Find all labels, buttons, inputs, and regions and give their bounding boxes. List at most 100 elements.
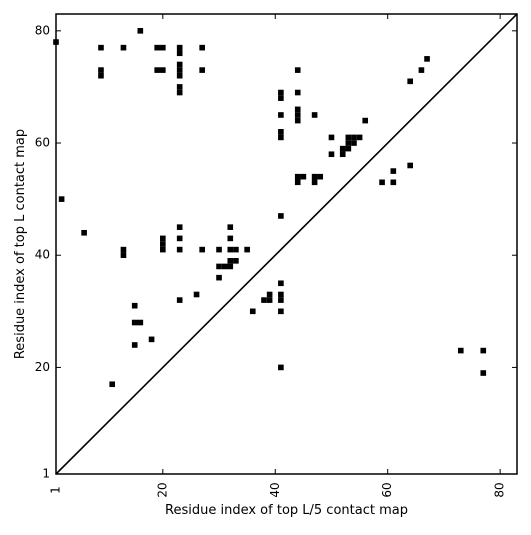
data-point	[339, 151, 346, 158]
data-point	[278, 89, 284, 96]
data-point	[407, 162, 413, 169]
data-point	[227, 235, 234, 242]
x-tick-label: 1	[49, 486, 63, 494]
data-point	[261, 297, 267, 303]
data-point	[278, 129, 284, 135]
data-point	[278, 213, 284, 219]
data-point	[266, 291, 273, 298]
data-point	[193, 291, 200, 298]
data-point	[300, 173, 307, 180]
data-point	[351, 140, 357, 146]
data-point	[176, 72, 183, 79]
data-point	[362, 117, 369, 124]
data-point	[424, 56, 430, 62]
data-point	[311, 173, 318, 180]
data-point	[227, 263, 234, 270]
data-point	[278, 112, 284, 118]
data-point	[480, 370, 487, 376]
data-point	[379, 179, 385, 186]
y-axis: 1 20 40 60 80	[35, 23, 517, 481]
data-point	[294, 67, 301, 73]
data-point	[160, 44, 166, 51]
data-point	[244, 246, 250, 253]
data-point	[278, 297, 284, 303]
data-point	[345, 134, 352, 141]
data-point	[160, 67, 166, 73]
data-point	[278, 134, 284, 141]
diagonal-line	[55, 13, 518, 475]
data-point	[294, 112, 301, 118]
data-point	[109, 381, 116, 388]
data-point	[176, 84, 183, 90]
data-point	[216, 274, 222, 281]
x-axis-title: Residue index of top L/5 contact map	[165, 503, 408, 518]
data-point	[176, 235, 183, 242]
data-point	[216, 263, 222, 270]
y-tick-label: 80	[35, 23, 50, 37]
data-point	[137, 28, 144, 34]
data-point	[160, 241, 166, 247]
x-tick-label: 40	[268, 482, 282, 497]
data-point	[233, 258, 239, 264]
data-point	[120, 246, 127, 253]
data-point	[154, 44, 161, 51]
data-point	[176, 50, 183, 57]
data-point	[98, 44, 104, 51]
data-point	[154, 67, 161, 73]
data-point	[176, 89, 183, 96]
plot-area-frame	[55, 13, 518, 475]
data-point	[390, 168, 397, 174]
data-point	[311, 179, 318, 186]
data-point	[356, 134, 363, 141]
x-axis: 1 20 40 60 80	[49, 14, 507, 498]
data-point	[278, 291, 284, 298]
data-point	[339, 145, 346, 152]
data-point	[294, 106, 301, 113]
data-point	[345, 145, 352, 152]
data-point	[457, 347, 464, 354]
data-point	[311, 112, 318, 118]
x-tick-label: 20	[155, 482, 169, 497]
data-point	[216, 246, 222, 253]
y-tick-label: 20	[35, 360, 50, 374]
data-point	[278, 308, 284, 315]
data-point	[227, 246, 234, 253]
data-point	[176, 297, 183, 303]
data-point	[294, 89, 301, 96]
data-point	[249, 308, 256, 315]
data-point	[328, 151, 335, 158]
data-point	[294, 179, 301, 186]
x-tick-label: 80	[493, 482, 507, 497]
data-point	[58, 196, 65, 202]
data-point	[131, 302, 138, 309]
data-point	[176, 224, 183, 230]
data-point	[351, 134, 357, 141]
data-point	[221, 263, 228, 270]
data-point	[137, 319, 144, 326]
data-point	[294, 173, 301, 180]
data-point	[317, 173, 324, 180]
data-point	[294, 117, 301, 124]
data-point	[480, 347, 487, 354]
x-tick-label: 60	[380, 482, 394, 497]
data-point	[176, 61, 183, 68]
data-point	[418, 67, 425, 73]
data-point	[176, 246, 183, 253]
data-point	[278, 280, 284, 287]
data-point	[199, 44, 205, 51]
data-point	[278, 364, 284, 371]
data-point	[160, 246, 166, 253]
data-point	[227, 224, 234, 230]
data-point	[176, 67, 183, 73]
y-axis-title: Residue index of top L contact map	[13, 129, 28, 359]
data-point	[148, 336, 155, 343]
data-point	[199, 67, 205, 73]
data-point	[176, 44, 183, 51]
data-point	[98, 67, 104, 73]
data-points-layer	[53, 28, 487, 388]
data-point	[131, 342, 138, 348]
data-point	[233, 246, 239, 253]
y-tick-label: 60	[35, 136, 50, 150]
